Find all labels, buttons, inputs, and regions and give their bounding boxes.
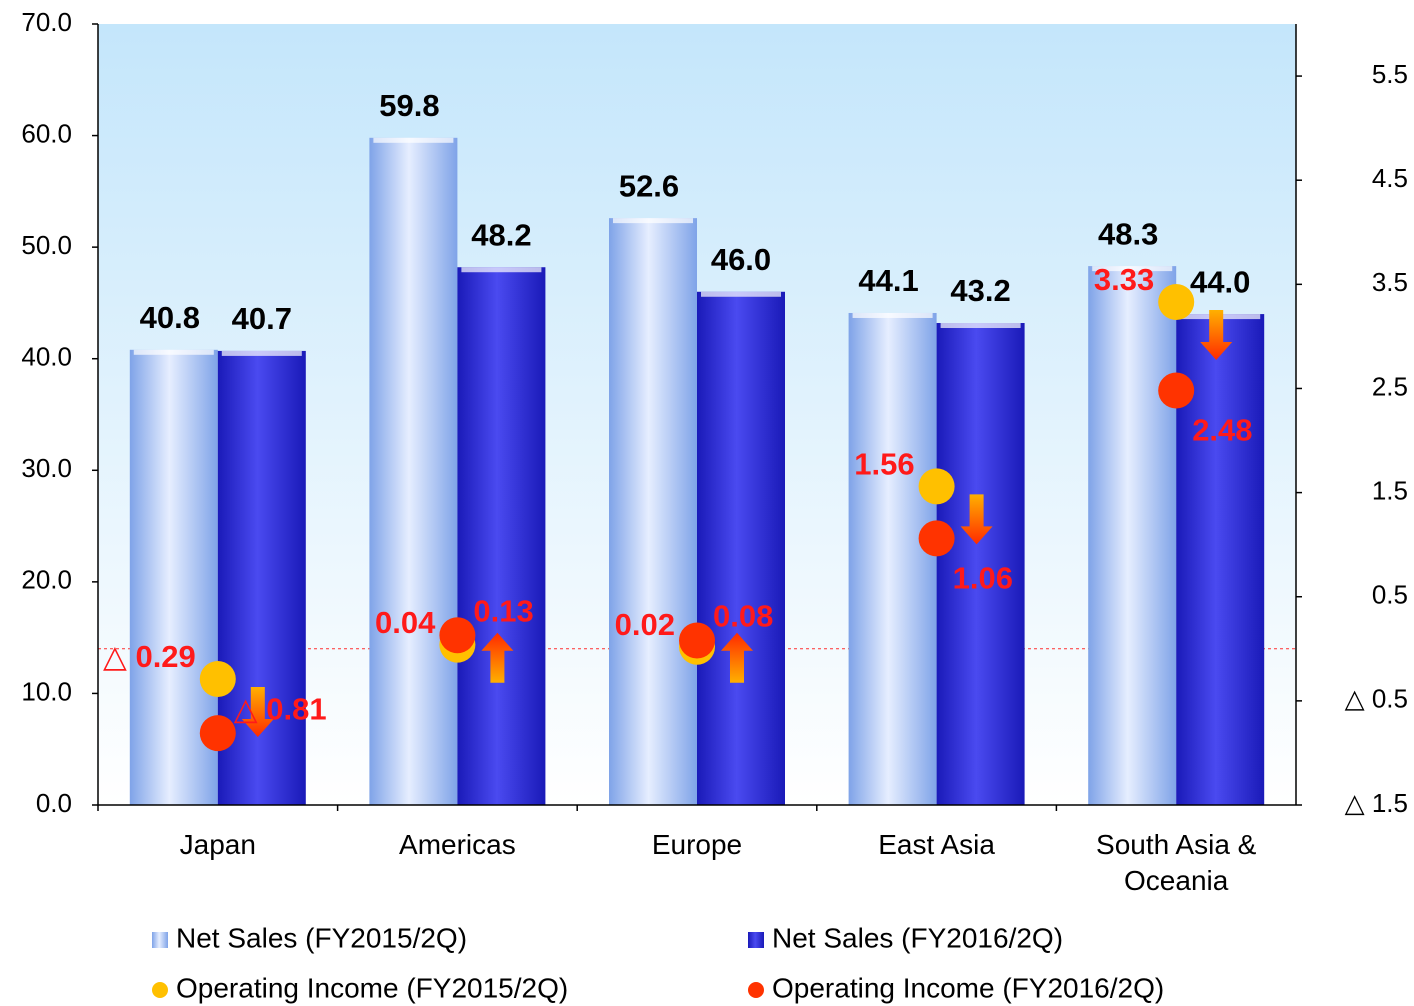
y2-tick-label: 3.5 — [1372, 267, 1408, 297]
data-label: 1.06 — [953, 561, 1013, 596]
y-tick-label: 20.0 — [21, 565, 72, 595]
data-label: 40.7 — [232, 301, 292, 336]
arrow — [241, 686, 274, 737]
data-label: 0.04 — [375, 605, 436, 640]
arrow — [481, 632, 514, 683]
bar-highlight — [852, 312, 933, 318]
y-tick-label: 70.0 — [21, 7, 72, 37]
y-tick-label: 60.0 — [21, 118, 72, 148]
y2-tick-label: △ 0.5 — [1345, 684, 1408, 714]
data-label: △ 0.29 — [103, 639, 196, 674]
legend-marker — [152, 982, 168, 998]
marker — [199, 660, 236, 697]
data-label: 48.2 — [471, 217, 531, 252]
arrow — [721, 632, 753, 683]
data-label: 0.02 — [615, 607, 675, 642]
legend-marker — [152, 932, 168, 948]
bar-highlight — [373, 137, 454, 143]
bar-highlight — [613, 218, 693, 224]
y-tick-label: 40.0 — [21, 342, 72, 372]
bar — [457, 267, 546, 805]
x-tick-label: East Asia — [878, 829, 995, 860]
marker — [1158, 372, 1195, 409]
legend-marker — [748, 932, 764, 948]
marker — [918, 468, 955, 505]
bar — [609, 218, 697, 806]
legend-marker — [748, 982, 764, 998]
bar-highlight — [221, 350, 302, 356]
data-label: 44.0 — [1190, 264, 1250, 299]
x-tick-label: South Asia & Oceania — [1096, 829, 1257, 896]
x-tick-label: Europe — [651, 829, 743, 860]
legend-label: Net Sales (FY2015/2Q) — [176, 922, 467, 953]
bar-highlight — [461, 267, 542, 273]
data-label: 59.8 — [379, 88, 439, 123]
data-label: 3.33 — [1094, 262, 1154, 297]
x-tick-label: Americas — [399, 829, 516, 860]
legend-label: Operating Income (FY2016/2Q) — [772, 972, 1164, 1003]
y2-tick-label: 2.5 — [1372, 371, 1408, 401]
x-tick-label: Japan — [179, 829, 256, 860]
bar-highlight — [1092, 266, 1173, 272]
data-label: 48.3 — [1098, 216, 1158, 251]
data-label: 0.08 — [713, 599, 773, 634]
bar — [936, 323, 1025, 805]
marker — [439, 617, 476, 654]
y2-tick-label: 1.5 — [1372, 475, 1408, 505]
marker — [679, 622, 715, 659]
y-tick-label: 30.0 — [21, 453, 72, 483]
data-label: △ 0.81 — [234, 691, 327, 726]
y2-tick-label: 4.5 — [1372, 163, 1408, 193]
data-label: 2.48 — [1192, 413, 1252, 448]
data-label: 0.13 — [473, 593, 533, 628]
bar — [697, 291, 785, 805]
marker — [1158, 284, 1195, 321]
y2-tick-label: △ 1.5 — [1345, 788, 1408, 818]
data-label: 44.1 — [858, 263, 918, 298]
legend-label: Operating Income (FY2015/2Q) — [176, 972, 568, 1003]
data-label: 43.2 — [950, 273, 1010, 308]
data-label: 46.0 — [711, 242, 771, 277]
y-tick-label: 50.0 — [21, 230, 72, 260]
y2-tick-label: 5.5 — [1372, 59, 1408, 89]
y-tick-label: 10.0 — [21, 676, 72, 706]
bar-highlight — [940, 323, 1021, 329]
bar-highlight — [133, 349, 214, 355]
y2-tick-label: 0.5 — [1372, 580, 1408, 610]
data-label: 52.6 — [619, 168, 679, 203]
arrow — [1200, 310, 1233, 361]
arrow — [960, 494, 993, 545]
bar — [369, 137, 458, 805]
bar — [848, 312, 937, 805]
legend-label: Net Sales (FY2016/2Q) — [772, 922, 1063, 953]
marker — [199, 715, 236, 752]
bar-highlight — [701, 291, 781, 297]
data-label: 1.56 — [854, 447, 914, 482]
y-tick-label: 0.0 — [36, 788, 72, 818]
bar — [1088, 266, 1177, 805]
data-label: 40.8 — [140, 300, 200, 335]
marker — [918, 520, 955, 557]
